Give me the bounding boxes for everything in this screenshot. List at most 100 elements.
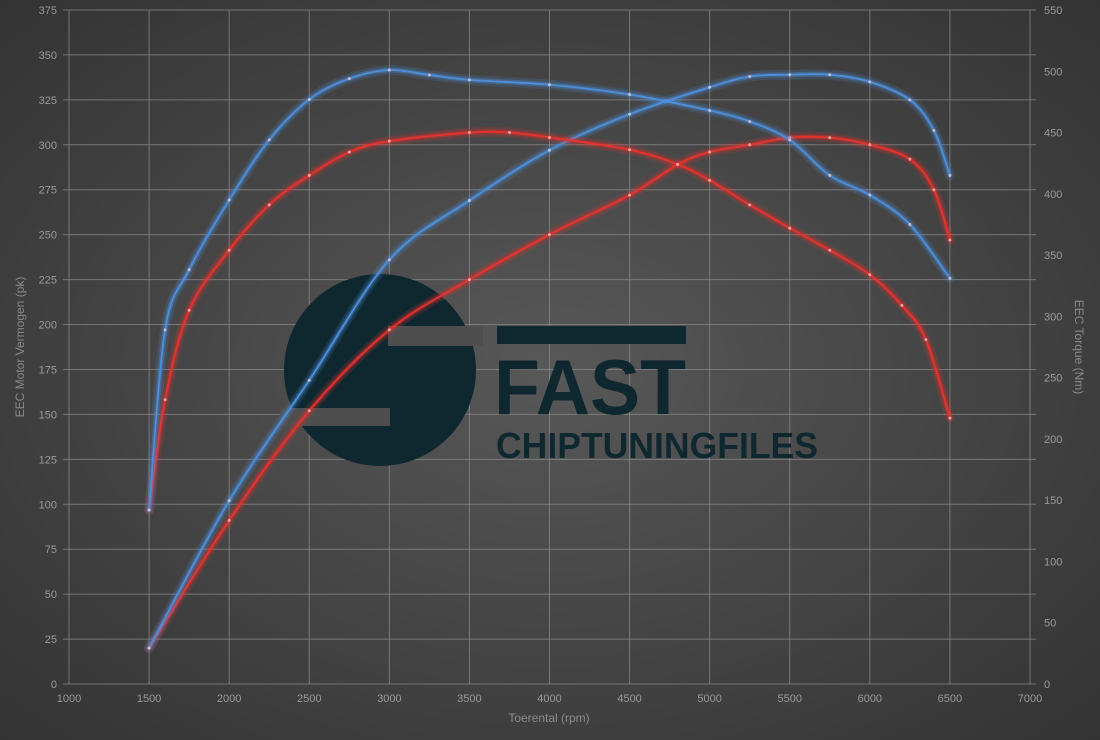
data-point (628, 148, 632, 152)
data-point (708, 178, 712, 182)
x-tick-label: 4500 (617, 693, 641, 705)
y-tick-label: 50 (45, 589, 57, 601)
data-point (948, 173, 952, 177)
data-point (548, 148, 551, 152)
data-point (267, 203, 271, 207)
y2-tick-label: 50 (1044, 618, 1056, 630)
y2-tick-label: 100 (1044, 556, 1062, 568)
y2-tick-label: 300 (1044, 311, 1062, 323)
data-point (828, 248, 832, 252)
y-tick-label: 250 (39, 230, 57, 242)
data-point (467, 131, 471, 135)
y-tick-label: 350 (39, 50, 57, 62)
y-tick-label: 375 (39, 5, 57, 17)
series-layer (144, 65, 955, 654)
y2-tick-label: 200 (1044, 434, 1062, 446)
y-tick-label: 25 (45, 634, 57, 646)
x-tick-label: 5500 (778, 693, 802, 705)
data-point (227, 518, 231, 522)
y-tick-label: 225 (39, 275, 57, 287)
data-point (908, 222, 912, 226)
data-point (908, 98, 912, 102)
y-tick-label: 200 (39, 320, 57, 332)
data-point (548, 83, 551, 87)
data-point (708, 150, 712, 154)
data-point (307, 378, 311, 382)
x-tick-label: 1000 (57, 693, 81, 705)
data-point (788, 226, 792, 230)
data-point (147, 508, 151, 512)
data-point (387, 68, 391, 72)
series-2 (144, 126, 955, 515)
data-point (868, 193, 872, 197)
data-point (868, 80, 872, 84)
y2-tick-label: 150 (1044, 495, 1062, 507)
data-point (900, 303, 904, 307)
data-point (924, 338, 928, 342)
data-point (748, 143, 752, 147)
data-point (387, 258, 391, 262)
y-tick-label: 275 (39, 185, 57, 197)
data-point (748, 120, 752, 124)
data-point (387, 328, 391, 332)
data-point (948, 276, 952, 280)
x-tick-label: 4000 (537, 693, 561, 705)
data-point (147, 646, 151, 650)
series-line (148, 69, 951, 511)
data-point (347, 77, 351, 81)
data-point (748, 75, 752, 79)
series-0 (144, 131, 955, 654)
data-point (708, 85, 712, 89)
y-tick-label: 0 (51, 679, 57, 691)
y-tick-label: 300 (39, 140, 57, 152)
data-point (628, 112, 632, 116)
data-point (932, 128, 936, 132)
data-point (676, 162, 680, 166)
y2-tick-label: 0 (1044, 679, 1050, 691)
data-point (227, 248, 231, 252)
data-point (187, 308, 191, 312)
data-point (828, 73, 832, 77)
x-tick-label: 5000 (697, 693, 721, 705)
data-point (467, 78, 471, 82)
data-point (548, 233, 551, 237)
y2-tick-label: 250 (1044, 373, 1062, 385)
data-point (948, 416, 952, 420)
data-point (708, 108, 712, 112)
data-point (748, 203, 752, 207)
y-tick-label: 100 (39, 499, 57, 511)
y2-tick-label: 350 (1044, 250, 1062, 262)
y-tick-label: 75 (45, 544, 57, 556)
data-point (267, 138, 271, 142)
y2-tick-label: 550 (1044, 5, 1062, 17)
data-point (548, 135, 551, 139)
data-point (467, 278, 471, 282)
data-point (347, 150, 351, 154)
fast-chiptuningfiles-logo: FAST CHIPTUNINGFILES (280, 274, 818, 466)
data-point (507, 131, 511, 135)
data-point (307, 173, 311, 177)
data-point (163, 328, 167, 332)
x-tick-label: 2500 (297, 693, 321, 705)
y-tick-label: 125 (39, 454, 57, 466)
data-point (307, 409, 311, 413)
y2-tick-label: 450 (1044, 128, 1062, 140)
data-point (628, 193, 632, 197)
x-tick-label: 6000 (858, 693, 882, 705)
y-tick-label: 150 (39, 409, 57, 421)
data-point (828, 173, 832, 177)
data-point (628, 93, 632, 97)
data-point (788, 73, 792, 77)
y2-tick-label: 400 (1044, 189, 1062, 201)
x-tick-label: 7000 (1018, 693, 1042, 705)
data-point (467, 199, 471, 203)
x-tick-label: 3500 (457, 693, 481, 705)
y2-tick-label: 500 (1044, 66, 1062, 78)
data-point (868, 273, 872, 277)
data-point (868, 143, 872, 147)
data-point (932, 188, 936, 192)
x-axis-title: Toerental (rpm) (508, 711, 589, 725)
x-tick-label: 3000 (377, 693, 401, 705)
y2-axis-title: EEC Torque (Nm) (1072, 300, 1086, 394)
